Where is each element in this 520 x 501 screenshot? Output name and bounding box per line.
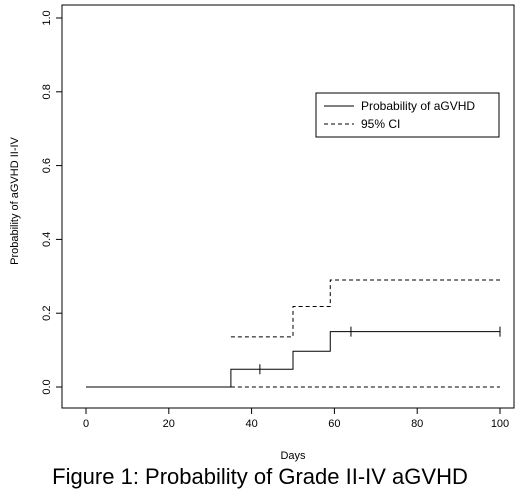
- estimate-step-line: [86, 331, 500, 388]
- figure-caption: Figure 1: Probability of Grade II-IV aGV…: [52, 464, 468, 489]
- y-tick-label: 1.0: [41, 10, 53, 25]
- legend-box: [315, 92, 500, 138]
- y-tick-label: 0.6: [41, 158, 53, 173]
- y-tick-label: 0.4: [41, 232, 53, 247]
- axes: 0 20 40 60 80 100 0.0 0.2 0.4 0.6 0.8 1.0: [41, 10, 509, 430]
- ci-step-line: [230, 279, 500, 338]
- x-tick-label: 40: [245, 418, 257, 430]
- x-tick-label: 60: [328, 418, 340, 430]
- legend-label-estimate: Probability of aGVHD: [361, 99, 475, 113]
- x-tick-label: 100: [491, 418, 509, 430]
- series-layer: [86, 279, 501, 388]
- legend-label-ci: 95% CI: [361, 117, 400, 131]
- y-tick-label: 0.2: [41, 306, 53, 321]
- y-tick-label: 0.0: [41, 379, 53, 394]
- legend: Probability of aGVHD 95% CI: [315, 92, 500, 138]
- y-axis-label: Probability of aGVHD II-IV: [9, 136, 21, 264]
- x-axis-label: Days: [280, 450, 306, 462]
- y-tick-label: 0.8: [41, 84, 53, 99]
- x-tick-label: 0: [83, 418, 89, 430]
- kaplan-meier-chart: 0 20 40 60 80 100 0.0 0.2 0.4 0.6 0.8 1.0 Probabili…: [9, 4, 515, 462]
- x-tick-label: 80: [411, 418, 423, 430]
- plot-frame: [61, 4, 515, 409]
- x-tick-label: 20: [163, 418, 175, 430]
